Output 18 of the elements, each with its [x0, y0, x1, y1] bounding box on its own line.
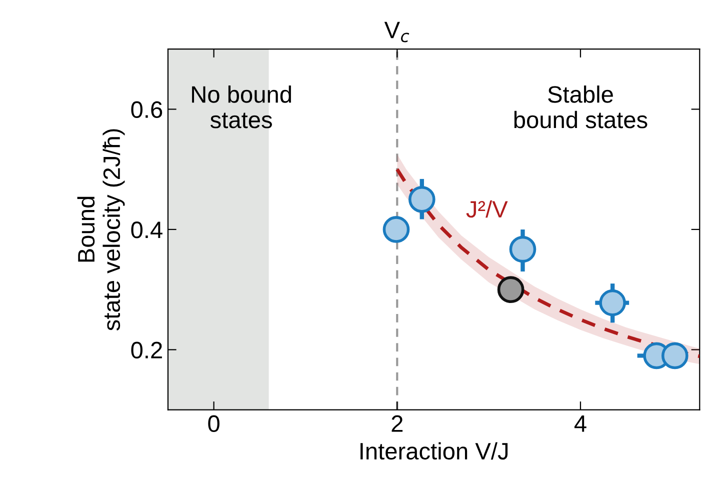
y-tick-label: 0.6: [131, 101, 162, 118]
x-tick-label: 2: [392, 415, 403, 432]
annotation: Stable bound states: [514, 85, 648, 128]
ref-line-label: V$_{c}$: [384, 22, 410, 42]
point: [497, 276, 524, 303]
point: [509, 236, 536, 263]
y-tick-label: 0.2: [131, 342, 162, 358]
point: [382, 216, 410, 243]
point: [408, 186, 436, 213]
x-axis-title: Interaction V/J: [360, 442, 508, 460]
series-label: J²/V: [466, 200, 508, 218]
x-tick-label: 4: [574, 416, 586, 432]
annotation: No bound states: [192, 85, 291, 128]
x-tick-label: 0: [208, 415, 220, 432]
y-tick-label: 0.4: [131, 222, 162, 238]
point: [599, 289, 626, 316]
y-axis-title: Bound state velocity (2J/ħ): [77, 129, 125, 330]
point: [661, 342, 688, 370]
